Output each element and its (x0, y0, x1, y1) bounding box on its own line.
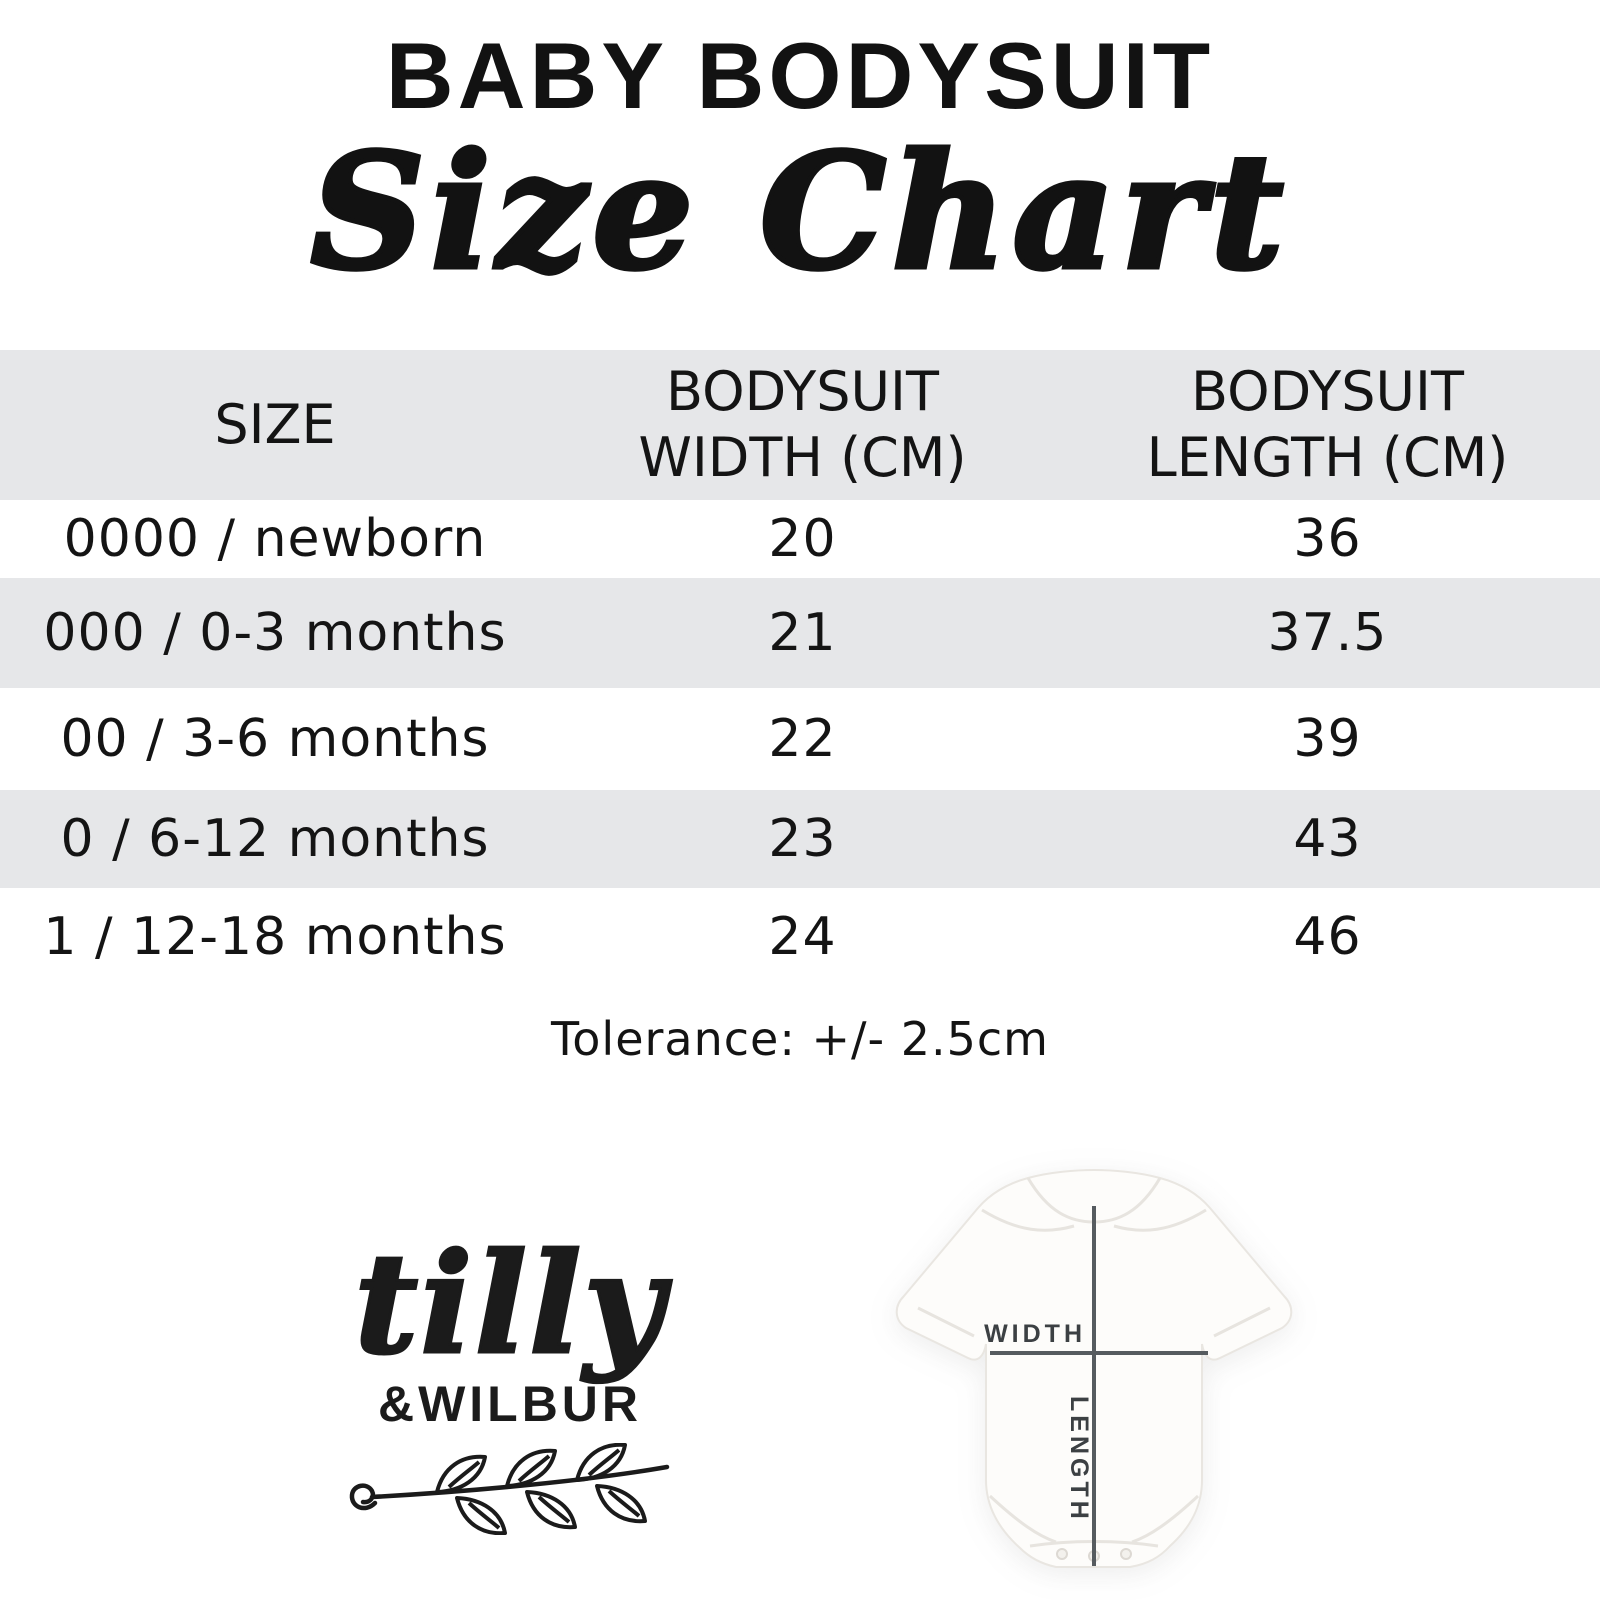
width-cell: 21 (768, 603, 837, 663)
size-cell: 0000 / newborn (63, 509, 487, 569)
table-row: 00 / 3-6 months 22 39 (0, 688, 1600, 790)
length-cell: 43 (1293, 809, 1362, 869)
header-length-line2: LENGTH (CM) (1146, 426, 1509, 489)
size-cell: 0 / 6-12 months (60, 809, 490, 869)
size-cell: 00 / 3-6 months (60, 709, 490, 769)
length-cell: 36 (1293, 509, 1362, 569)
brand-name-sub: &WILBUR (377, 1376, 643, 1433)
width-label: WIDTH (984, 1320, 1086, 1348)
width-cell: 20 (768, 509, 837, 569)
table-header-row: SIZE BODYSUIT WIDTH (CM) BODYSUIT LENGTH (… (0, 350, 1600, 500)
width-cell: 23 (768, 809, 837, 869)
page-title: BABY BODYSUIT (385, 23, 1215, 128)
size-cell: 1 / 12-18 months (43, 906, 507, 967)
branch-laurel-icon (320, 1442, 700, 1540)
size-cell: 000 / 0-3 months (43, 603, 507, 663)
table-row: 000 / 0-3 months 21 37.5 (0, 578, 1600, 688)
brand-logo: tilly &WILBUR (320, 1222, 700, 1540)
header-width-line1: BODYSUIT (666, 360, 939, 424)
page-subtitle-script: Size Chart (308, 120, 1290, 305)
length-cell: 46 (1293, 906, 1362, 967)
tolerance-note: Tolerance: +/- 2.5cm (551, 1012, 1049, 1066)
brand-name-script: tilly (353, 1222, 666, 1385)
header-size-line1: SIZE (214, 393, 336, 457)
length-cell: 39 (1293, 709, 1362, 769)
page-header: BABY BODYSUIT Size Chart (0, 22, 1600, 305)
header-cell-width: BODYSUIT WIDTH (CM) (550, 359, 1055, 491)
table-row: 0000 / newborn 20 36 (0, 500, 1600, 578)
width-cell: 24 (768, 906, 837, 967)
length-cell: 37.5 (1267, 603, 1388, 663)
header-cell-size: SIZE (0, 392, 550, 458)
bodysuit-diagram: WIDTH LENGTH (878, 1148, 1302, 1600)
header-cell-length: BODYSUIT LENGTH (CM) (1055, 359, 1600, 491)
length-label: LENGTH (1065, 1396, 1093, 1523)
size-chart-table: SIZE BODYSUIT WIDTH (CM) BODYSUIT LENGTH (… (0, 350, 1600, 985)
table-row: 1 / 12-18 months 24 46 (0, 888, 1600, 985)
width-cell: 22 (768, 709, 837, 769)
header-width-line2: WIDTH (CM) (638, 426, 967, 489)
table-row: 0 / 6-12 months 23 43 (0, 790, 1600, 888)
header-length-line1: BODYSUIT (1191, 360, 1464, 424)
